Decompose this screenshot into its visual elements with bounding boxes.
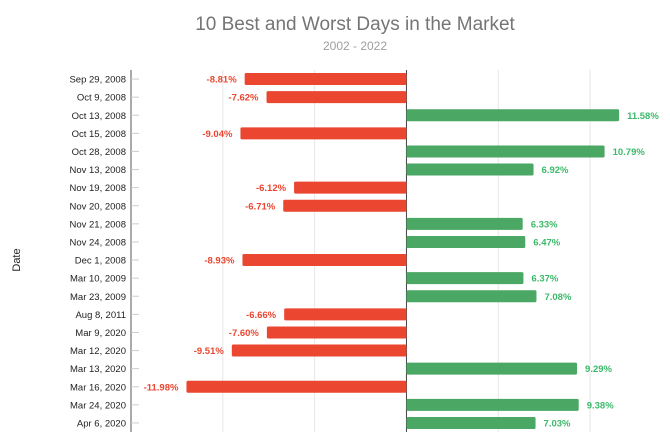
data-label: -6.71%	[245, 201, 276, 212]
data-label: -8.93%	[204, 256, 235, 267]
bar	[406, 163, 534, 176]
category-label: Oct 9, 2008	[77, 93, 126, 104]
bar	[406, 145, 605, 158]
bar	[244, 73, 407, 86]
data-label: 9.29%	[585, 364, 612, 375]
data-label: -8.81%	[207, 75, 238, 86]
category-label: Nov 19, 2008	[69, 183, 126, 194]
data-label: -6.12%	[256, 183, 287, 194]
bar	[406, 109, 620, 122]
data-label: -7.62%	[228, 93, 259, 104]
bar	[283, 199, 407, 212]
chart-title: 10 Best and Worst Days in the Market	[195, 14, 515, 35]
data-label: -9.04%	[202, 129, 233, 140]
y-axis-label: Date	[11, 248, 23, 271]
bar	[406, 217, 523, 230]
data-label: 7.03%	[544, 418, 571, 429]
category-label: Sep 29, 2008	[69, 75, 126, 86]
bar	[186, 380, 407, 393]
data-label: 6.37%	[531, 274, 558, 285]
bar	[294, 181, 407, 194]
category-label: Oct 15, 2008	[72, 129, 126, 140]
bar	[406, 290, 537, 303]
data-label: 6.33%	[531, 219, 558, 230]
category-label: Nov 21, 2008	[69, 219, 126, 230]
data-label: 11.58%	[627, 111, 659, 122]
category-label: Nov 24, 2008	[69, 237, 126, 248]
chart-subtitle: 2002 - 2022	[323, 39, 387, 53]
bar	[266, 91, 407, 104]
category-label: Mar 23, 2009	[70, 292, 126, 303]
category-label: Dec 1, 2008	[75, 256, 126, 267]
bar	[406, 416, 536, 429]
data-label: -6.66%	[246, 310, 277, 321]
data-label: 10.79%	[613, 147, 646, 158]
category-label: Mar 24, 2020	[70, 400, 126, 411]
category-label: Oct 28, 2008	[72, 147, 126, 158]
bar	[240, 127, 407, 140]
category-label: Nov 13, 2008	[69, 165, 126, 176]
data-label: -7.60%	[229, 328, 260, 339]
category-label: Mar 12, 2020	[70, 346, 126, 357]
bar	[406, 362, 578, 375]
bar	[266, 326, 407, 339]
bar	[231, 344, 407, 357]
category-label: Mar 16, 2020	[70, 382, 126, 393]
data-label: 6.47%	[533, 237, 560, 248]
data-label: 6.92%	[542, 165, 569, 176]
category-label: Mar 9, 2020	[75, 328, 126, 339]
category-label: Oct 13, 2008	[72, 111, 126, 122]
category-label: Nov 20, 2008	[69, 201, 126, 212]
category-label: Mar 13, 2020	[70, 364, 126, 375]
category-label: Mar 10, 2009	[70, 274, 126, 285]
bar	[406, 272, 524, 285]
data-label: 9.38%	[587, 400, 614, 411]
category-label: Aug 8, 2011	[75, 310, 126, 321]
data-label: -9.51%	[194, 346, 225, 357]
bar	[242, 254, 407, 267]
category-label: Apr 6, 2020	[77, 418, 126, 429]
bar	[406, 398, 579, 411]
data-label: -11.98%	[144, 382, 179, 393]
bar	[284, 308, 407, 321]
bar	[406, 235, 526, 248]
data-label: 7.08%	[544, 292, 571, 303]
